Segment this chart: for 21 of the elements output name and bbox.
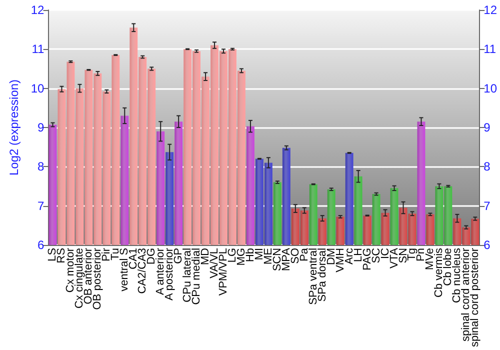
x-tick-label: SCN bbox=[271, 248, 284, 272]
y-tick-label: 8 bbox=[38, 160, 45, 174]
x-tick-label: IC bbox=[379, 248, 392, 259]
y-tick-label: 7 bbox=[38, 198, 45, 213]
y2-tick-label: 9 bbox=[484, 120, 491, 134]
y2-tick-label: 12 bbox=[484, 3, 498, 17]
x-tick-label: OB posterior bbox=[92, 248, 104, 310]
y-tick-label: 11 bbox=[32, 42, 45, 56]
y2-tick-label: 6 bbox=[484, 238, 491, 252]
y-tick-label: 9 bbox=[38, 120, 45, 134]
x-tick-label: A posterior bbox=[164, 248, 176, 301]
y-axis-title: Log2 (expression) bbox=[7, 79, 21, 176]
y2-tick-label: 10 bbox=[484, 81, 498, 96]
x-tick-label: spinal cord posterior bbox=[469, 248, 482, 348]
y-tick-label: 6 bbox=[38, 238, 45, 252]
y2-tick-label: 7 bbox=[484, 198, 491, 213]
y2-tick-label: 11 bbox=[484, 42, 496, 56]
y2-tick-label: 8 bbox=[484, 160, 491, 174]
x-tick-label: Tg bbox=[406, 248, 418, 261]
y-tick-label: 10 bbox=[30, 81, 45, 96]
y-tick-label: 12 bbox=[30, 3, 45, 17]
